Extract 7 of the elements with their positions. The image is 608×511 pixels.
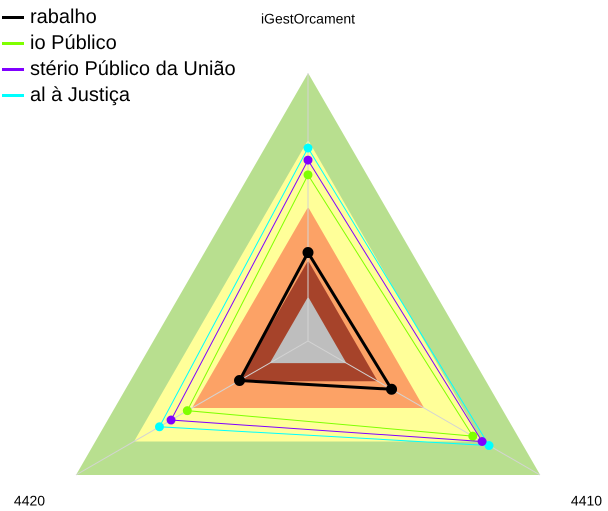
spoke-label: 4410 <box>570 492 602 509</box>
legend-label: al à Justiça <box>30 83 130 108</box>
spoke-label: iGestOrcament <box>260 10 356 26</box>
legend-label: stério Público da União <box>30 57 236 82</box>
legend-label: rabalho <box>30 5 97 30</box>
spoke-label: 4420 <box>14 492 46 509</box>
legend-label: io Público <box>30 31 117 56</box>
